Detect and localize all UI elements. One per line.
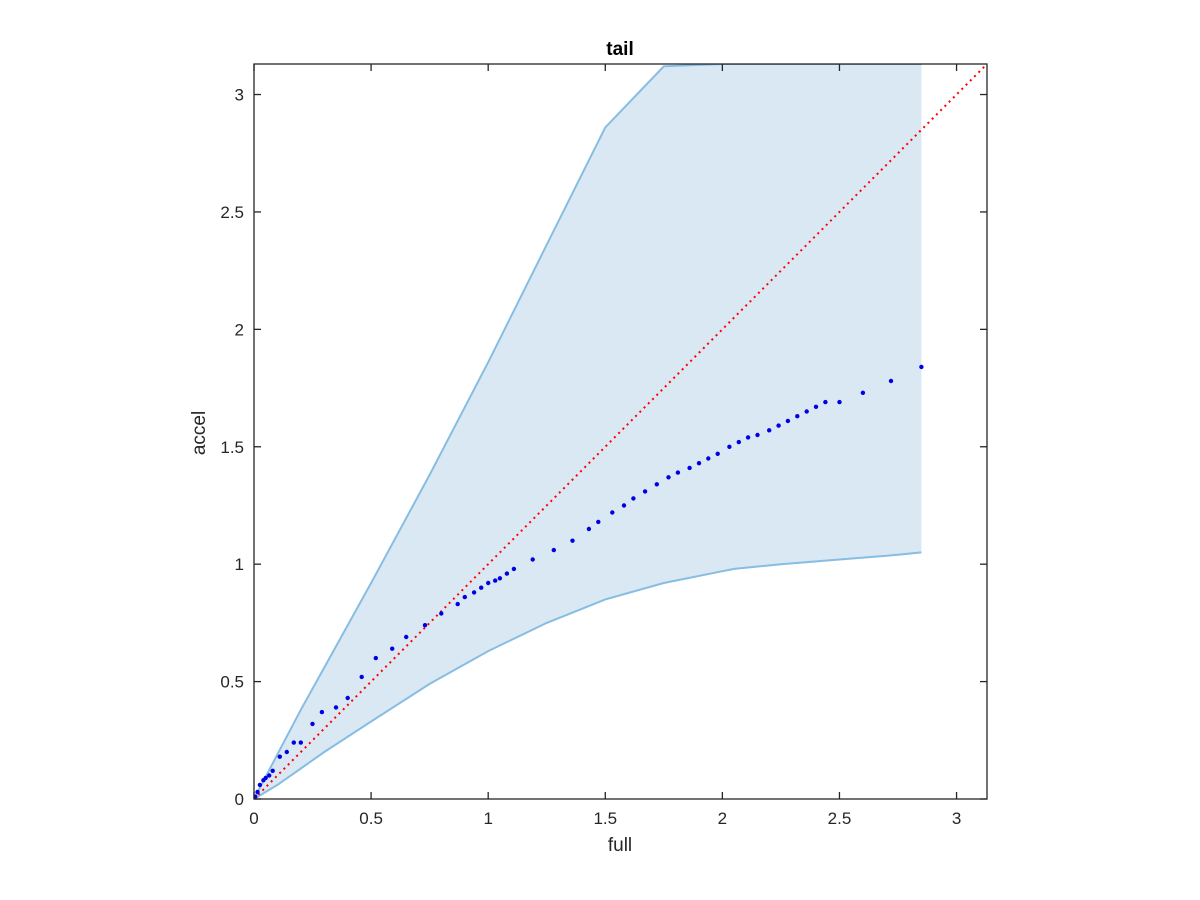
x-tick-label: 2.5 [828, 809, 852, 828]
band-lower-edge [254, 551, 922, 799]
data-point [823, 399, 828, 405]
data-point [586, 526, 592, 532]
data-point [919, 364, 924, 370]
data-point [776, 423, 781, 428]
data-point [493, 578, 498, 583]
data-point [254, 794, 258, 799]
data-point [706, 456, 711, 461]
data-point [596, 519, 601, 525]
x-axis-label: full [608, 835, 632, 856]
data-point [696, 461, 702, 466]
data-point [860, 390, 866, 395]
data-point [455, 601, 460, 607]
data-point [767, 428, 772, 433]
data-point [654, 482, 659, 487]
y-tick-label: 0 [235, 790, 244, 809]
data-point [504, 571, 510, 576]
data-point [727, 444, 732, 449]
data-point [785, 418, 791, 424]
chart-title: tail [606, 39, 633, 60]
y-tick-label: 2.5 [220, 203, 244, 222]
plot-clip-group [254, 64, 987, 799]
data-point [291, 740, 296, 745]
data-point [570, 538, 575, 543]
data-point [359, 674, 364, 680]
data-point [422, 623, 428, 628]
plot-area [254, 64, 987, 799]
data-point [745, 435, 751, 440]
data-point [621, 503, 627, 508]
data-point [404, 634, 409, 640]
data-point [666, 475, 671, 480]
band-fill [254, 64, 922, 799]
y-tick-label: 3 [235, 86, 244, 105]
data-point [804, 409, 809, 414]
data-point [439, 611, 444, 616]
data-point [551, 547, 556, 553]
data-point [284, 749, 289, 755]
data-point [390, 646, 395, 651]
data-point [795, 414, 800, 419]
data-point [497, 576, 503, 581]
x-tick-label: 1.5 [593, 809, 617, 828]
identity-line [254, 64, 987, 799]
axes: 0 0.5 1 1.5 2 2.5 3 0 0.5 1 1.5 2 2.5 3 [220, 63, 988, 828]
data-point [267, 773, 272, 778]
y-axis-label: accel [189, 411, 210, 455]
data-point [255, 789, 260, 795]
data-point [277, 754, 282, 759]
y-tick-label: 1.5 [220, 438, 244, 457]
data-point [373, 655, 378, 661]
data-point [486, 580, 491, 586]
x-tick-label: 1 [483, 809, 492, 828]
x-tick-label: 3 [952, 809, 961, 828]
x-tick-label: 0 [249, 809, 258, 828]
data-point [631, 496, 636, 501]
data-point [257, 782, 263, 788]
data-point [319, 709, 325, 715]
data-point [511, 566, 517, 572]
data-point [263, 775, 268, 781]
y-tick-label: 0.5 [220, 673, 244, 692]
data-point [462, 594, 467, 600]
y-tick-label: 1 [235, 555, 244, 574]
data-point [687, 465, 692, 471]
data-point [610, 510, 615, 515]
data-point [310, 721, 315, 727]
data-point [888, 378, 894, 384]
x-tick-label: 0.5 [359, 809, 383, 828]
x-tick-label: 2 [718, 809, 727, 828]
data-point [715, 451, 720, 456]
band-upper-edge [254, 64, 922, 799]
data-point [270, 768, 275, 773]
data-point [755, 432, 760, 438]
data-point [813, 404, 819, 409]
data-point [345, 695, 350, 701]
data-point [298, 740, 303, 745]
data-point [530, 557, 535, 562]
data-point [333, 705, 339, 710]
y-tick-label: 2 [235, 320, 244, 339]
data-point [471, 590, 477, 595]
data-point [675, 470, 681, 475]
axes-box [253, 63, 988, 800]
data-point [837, 399, 842, 405]
data-point [642, 489, 648, 494]
data-point [479, 585, 484, 590]
data-point [736, 439, 741, 445]
